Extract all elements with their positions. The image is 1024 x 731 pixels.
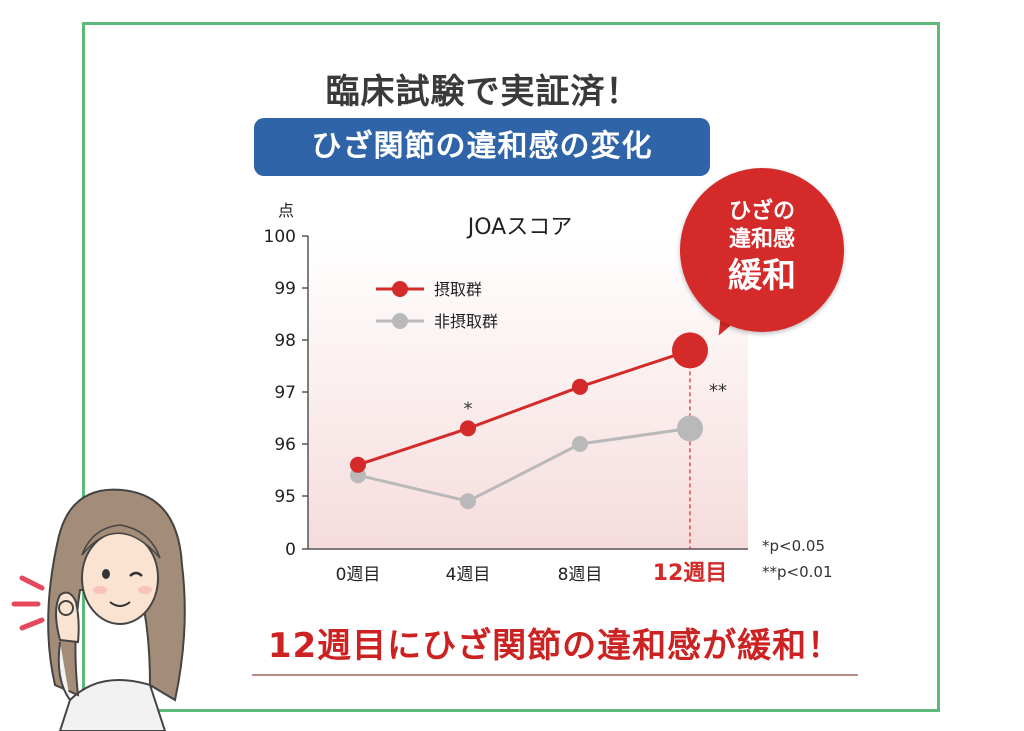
ok-ring — [58, 600, 74, 616]
data-point — [460, 493, 476, 510]
mouth — [109, 601, 131, 607]
shirt — [58, 679, 167, 731]
y-tick-label: 99 — [274, 279, 296, 299]
x-tick-label: 8週目 — [558, 565, 603, 585]
significance-mark: ** — [709, 380, 727, 401]
legend-label: 非摂取群 — [434, 312, 498, 331]
content-frame — [82, 22, 940, 712]
x-tick-label: 0週目 — [336, 565, 381, 585]
significance-mark: * — [464, 398, 473, 419]
conclusion-underline — [252, 674, 858, 676]
legend-label: 摂取群 — [434, 280, 482, 299]
significance-note-single: *p<0.05 — [762, 537, 825, 555]
significance-note-double: **p<0.01 — [762, 563, 833, 581]
legend-marker — [392, 313, 408, 329]
data-point — [677, 415, 703, 442]
series-line — [357, 426, 691, 503]
data-point — [572, 378, 588, 395]
bangs — [81, 524, 161, 559]
girl-illustration — [11, 488, 186, 731]
series-line — [357, 348, 691, 467]
y-tick-label: 97 — [274, 383, 296, 403]
headline: 臨床試験で実証済！ — [325, 72, 641, 112]
y-tick-label: 100 — [264, 227, 296, 247]
legend-marker — [392, 281, 408, 297]
y-tick-label: 0 — [285, 540, 296, 560]
x-tick-label: 4週目 — [446, 565, 491, 585]
callout-bubble: ひざの 違和感 緩和 — [680, 168, 844, 332]
conclusion-text: 12週目にひざ関節の違和感が緩和！ — [267, 626, 843, 666]
data-point — [460, 420, 476, 437]
chart-title: JOAスコア — [466, 215, 572, 240]
bubble-line-2: 違和感 — [728, 227, 795, 252]
cheek-right — [138, 586, 152, 594]
data-point — [672, 332, 708, 369]
y-tick-label: 96 — [274, 435, 296, 455]
cheek-left — [93, 586, 107, 594]
left-eye — [102, 569, 110, 579]
x-tick-label: 12週目 — [653, 561, 728, 586]
wink-eye — [129, 571, 143, 577]
y-tick-label: 95 — [274, 487, 296, 507]
arm — [57, 641, 71, 701]
banner-title: ひざ関節の違和感の変化 — [254, 118, 710, 176]
y-tick-label: 98 — [274, 331, 296, 351]
bubble-line-3: 緩和 — [728, 256, 796, 296]
data-point — [350, 456, 366, 473]
bubble-line-1: ひざの — [728, 199, 795, 224]
data-point — [572, 436, 588, 452]
emphasis-lines-icon — [11, 575, 45, 631]
ok-hand — [55, 591, 80, 644]
y-axis-label: 点 — [278, 201, 294, 220]
